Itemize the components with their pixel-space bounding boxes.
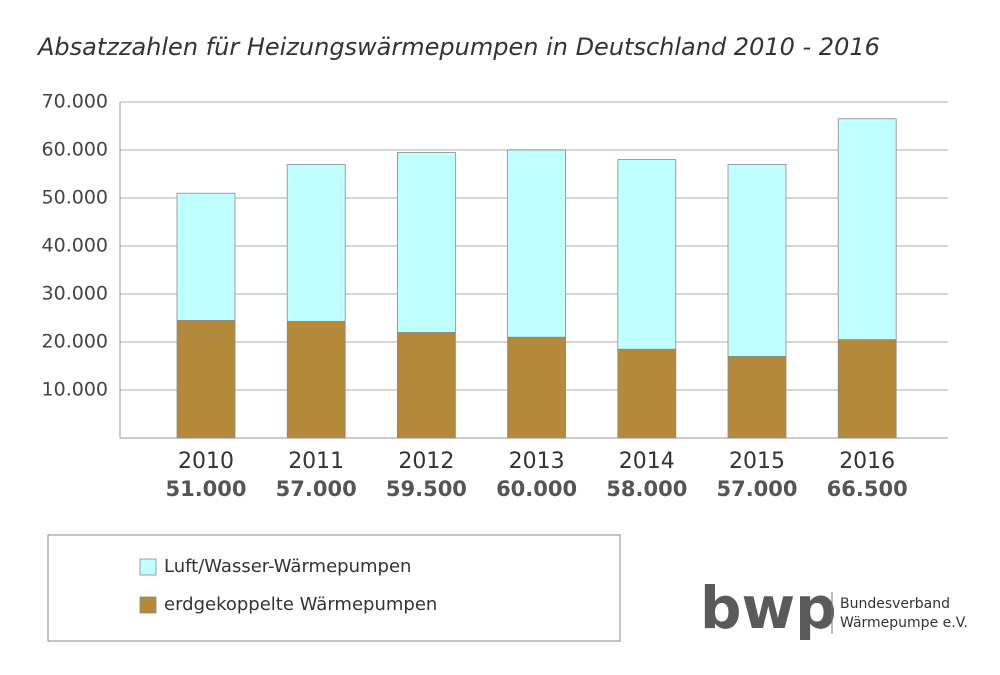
bar-segment <box>396 151 456 333</box>
x-tick-label: 2012 <box>398 449 454 474</box>
bar-segment <box>617 348 677 439</box>
y-tick-label: 10.000 <box>42 379 108 401</box>
legend-swatch <box>139 558 157 576</box>
bar-segment <box>727 163 787 357</box>
y-tick-label: 40.000 <box>42 235 108 257</box>
total-label: 58.000 <box>606 477 687 501</box>
logo-line2: Wärmepumpe e.V. <box>840 615 968 631</box>
bar-segment <box>507 149 567 338</box>
y-tick-label: 30.000 <box>42 283 108 305</box>
logo-line1: Bundesverband <box>840 596 950 612</box>
x-tick-label: 2010 <box>178 449 234 474</box>
bar-segment <box>396 331 456 439</box>
chart-title: Absatzzahlen für Heizungswärmepumpen in … <box>36 33 880 61</box>
legend-label: erdgekoppelte Wärmepumpen <box>164 594 437 615</box>
bar-segment <box>617 159 677 350</box>
bar-segment <box>176 192 236 321</box>
total-label: 60.000 <box>496 477 577 501</box>
total-label: 51.000 <box>165 477 246 501</box>
x-tick-label: 2014 <box>619 449 675 474</box>
y-tick-label: 60.000 <box>42 139 108 161</box>
total-label: 57.000 <box>276 477 357 501</box>
x-tick-label: 2011 <box>288 449 344 474</box>
bar-segment <box>507 336 567 439</box>
total-label: 66.500 <box>827 477 908 501</box>
x-tick-label: 2015 <box>729 449 785 474</box>
bar-segment <box>176 319 236 439</box>
x-tick-label: 2016 <box>839 449 895 474</box>
total-label: 59.500 <box>386 477 467 501</box>
y-tick-label: 70.000 <box>42 91 108 113</box>
bar-segment <box>837 339 897 439</box>
logo-mark: bwp <box>700 574 837 642</box>
bar-segment <box>286 320 346 439</box>
x-tick-label: 2013 <box>509 449 565 474</box>
total-label: 57.000 <box>716 477 797 501</box>
y-tick-label: 50.000 <box>42 187 108 209</box>
bar-segment <box>837 118 897 341</box>
legend-box <box>47 534 621 642</box>
legend-swatch <box>139 596 157 614</box>
bar-segment <box>286 163 346 322</box>
y-tick-label: 20.000 <box>42 331 108 353</box>
bar-segment <box>727 355 787 439</box>
legend-label: Luft/Wasser-Wärmepumpen <box>164 556 411 577</box>
